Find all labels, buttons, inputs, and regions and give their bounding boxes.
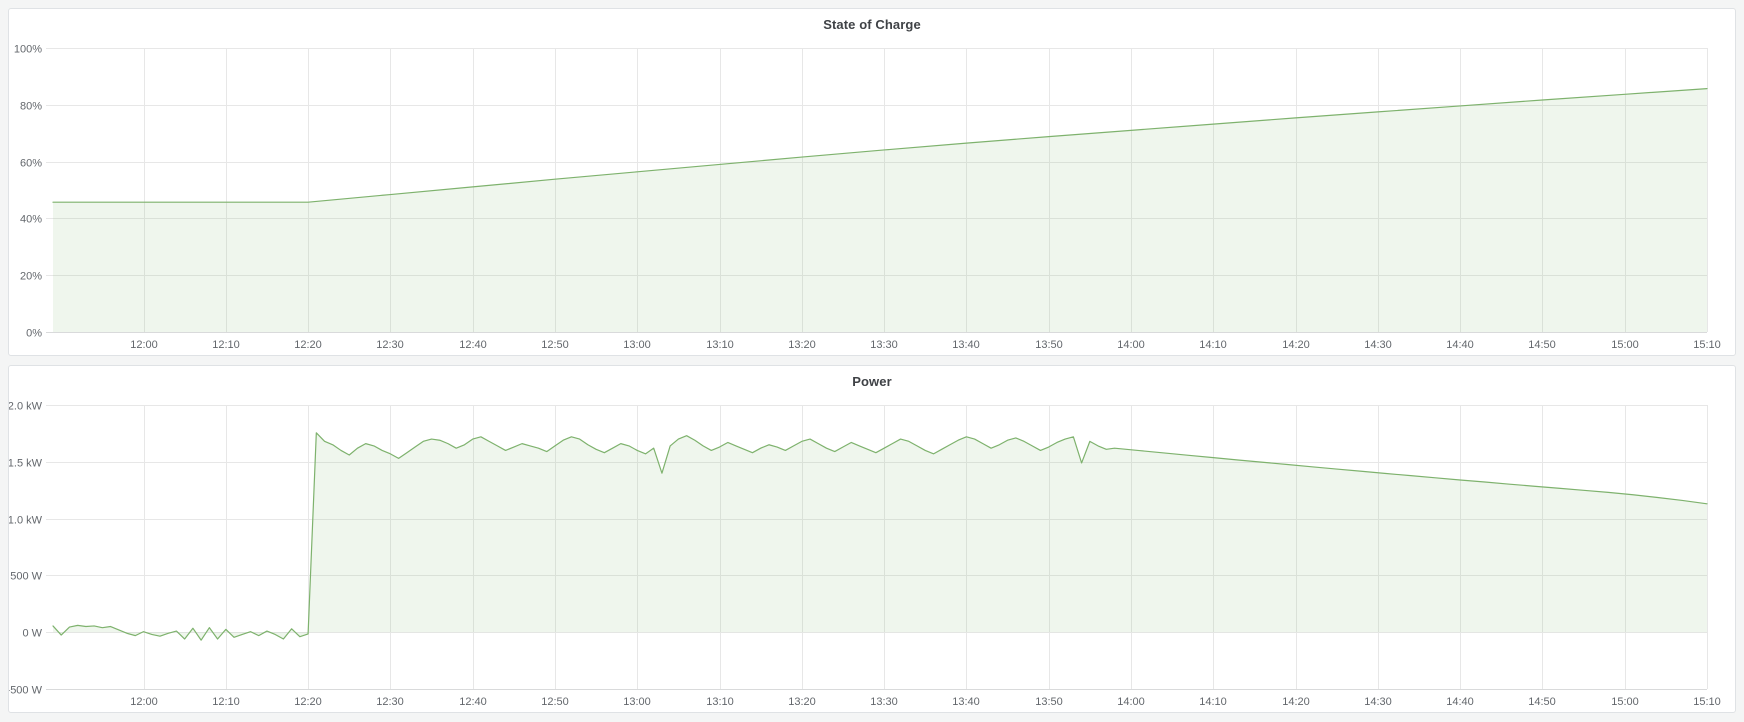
x-axis-tick-label: 13:00 bbox=[623, 696, 651, 708]
state-of-charge-chart[interactable]: 12:00 12:10 12:20 12:30 12:40 12:50 13:00 13:10… bbox=[9, 39, 1735, 355]
x-axis-tick-label: 12:10 bbox=[212, 339, 240, 351]
series-line bbox=[52, 88, 1708, 203]
y-axis-tick-label: 40% bbox=[20, 214, 42, 226]
y-axis-tick-label: 80% bbox=[20, 101, 42, 113]
x-axis-tick-label: 14:40 bbox=[1446, 339, 1474, 351]
panel-title-power[interactable]: Power bbox=[852, 374, 892, 389]
series-line bbox=[52, 432, 1708, 641]
x-axis-tick-label: 12:40 bbox=[459, 696, 487, 708]
y-axis-tick-label: 100% bbox=[14, 44, 42, 56]
x-axis-tick-label: 12:00 bbox=[130, 696, 158, 708]
x-axis-tick-label: 14:40 bbox=[1446, 696, 1474, 708]
x-axis-tick-label: 13:30 bbox=[870, 339, 898, 351]
x-axis-tick-label: 14:50 bbox=[1528, 696, 1556, 708]
y-axis-tick-label: 1.0 kW bbox=[9, 515, 43, 527]
x-axis-tick-label: 12:20 bbox=[294, 696, 322, 708]
x-axis-tick-label: 15:10 bbox=[1693, 339, 1721, 351]
x-axis-tick-label: 12:30 bbox=[376, 339, 404, 351]
x-axis-tick-label: 13:20 bbox=[788, 339, 816, 351]
power-chart[interactable]: 12:00 12:10 12:20 12:30 12:40 12:50 13:00 13:10… bbox=[9, 396, 1735, 712]
x-axis-tick-label: 12:30 bbox=[376, 696, 404, 708]
x-axis-tick-label: 14:20 bbox=[1282, 339, 1310, 351]
x-axis-tick-label: 13:40 bbox=[952, 696, 980, 708]
panel-title-state-of-charge[interactable]: State of Charge bbox=[823, 17, 921, 32]
x-axis-tick-label: 12:50 bbox=[541, 339, 569, 351]
y-axis-tick-label: 0 W bbox=[22, 628, 42, 640]
x-axis-tick-label: 13:40 bbox=[952, 339, 980, 351]
x-axis-tick-label: 13:10 bbox=[706, 339, 734, 351]
x-axis-tick-label: 13:50 bbox=[1035, 339, 1063, 351]
x-axis-tick-label: 12:20 bbox=[294, 339, 322, 351]
series-area-fill bbox=[53, 432, 1707, 641]
x-axis-tick-label: 12:10 bbox=[212, 696, 240, 708]
panel-state-of-charge: State of Charge 12:00 12:10 12:20 12:30 12:4… bbox=[8, 8, 1736, 356]
x-axis-tick-label: 15:00 bbox=[1611, 696, 1639, 708]
y-axis-tick-label: 2.0 kW bbox=[9, 401, 43, 413]
x-axis-tick-label: 14:30 bbox=[1364, 339, 1392, 351]
x-axis-tick-label: 12:00 bbox=[130, 339, 158, 351]
y-axis-tick-label: -500 W bbox=[9, 685, 43, 697]
y-axis-tick-label: 0% bbox=[26, 328, 42, 340]
y-axis-tick-label: 500 W bbox=[10, 571, 42, 583]
series-area-fill bbox=[53, 88, 1707, 332]
x-axis-tick-label: 14:50 bbox=[1528, 339, 1556, 351]
x-axis-tick-label: 13:10 bbox=[706, 696, 734, 708]
x-axis-tick-label: 15:00 bbox=[1611, 339, 1639, 351]
x-axis-tick-label: 13:20 bbox=[788, 696, 816, 708]
y-axis-tick-label: 20% bbox=[20, 271, 42, 283]
dashboard: State of Charge 12:00 12:10 12:20 12:30 12:4… bbox=[8, 8, 1736, 713]
panel-power: Power 12:00 12:10 12:20 12:30 12:40 12:50 13:0… bbox=[8, 365, 1736, 713]
x-axis-tick-label: 13:50 bbox=[1035, 696, 1063, 708]
y-axis-tick-label: 1.5 kW bbox=[9, 458, 43, 470]
x-axis-tick-label: 15:10 bbox=[1693, 696, 1721, 708]
x-axis-tick-label: 14:00 bbox=[1117, 696, 1145, 708]
x-axis-tick-label: 13:30 bbox=[870, 696, 898, 708]
x-axis-tick-label: 14:10 bbox=[1199, 339, 1227, 351]
x-axis-tick-label: 12:40 bbox=[459, 339, 487, 351]
x-axis-tick-label: 14:30 bbox=[1364, 696, 1392, 708]
x-axis-tick-label: 12:50 bbox=[541, 696, 569, 708]
x-axis-tick-label: 13:00 bbox=[623, 339, 651, 351]
x-axis-tick-label: 14:00 bbox=[1117, 339, 1145, 351]
x-axis-tick-label: 14:10 bbox=[1199, 696, 1227, 708]
x-axis-tick-label: 14:20 bbox=[1282, 696, 1310, 708]
y-axis-tick-label: 60% bbox=[20, 158, 42, 170]
